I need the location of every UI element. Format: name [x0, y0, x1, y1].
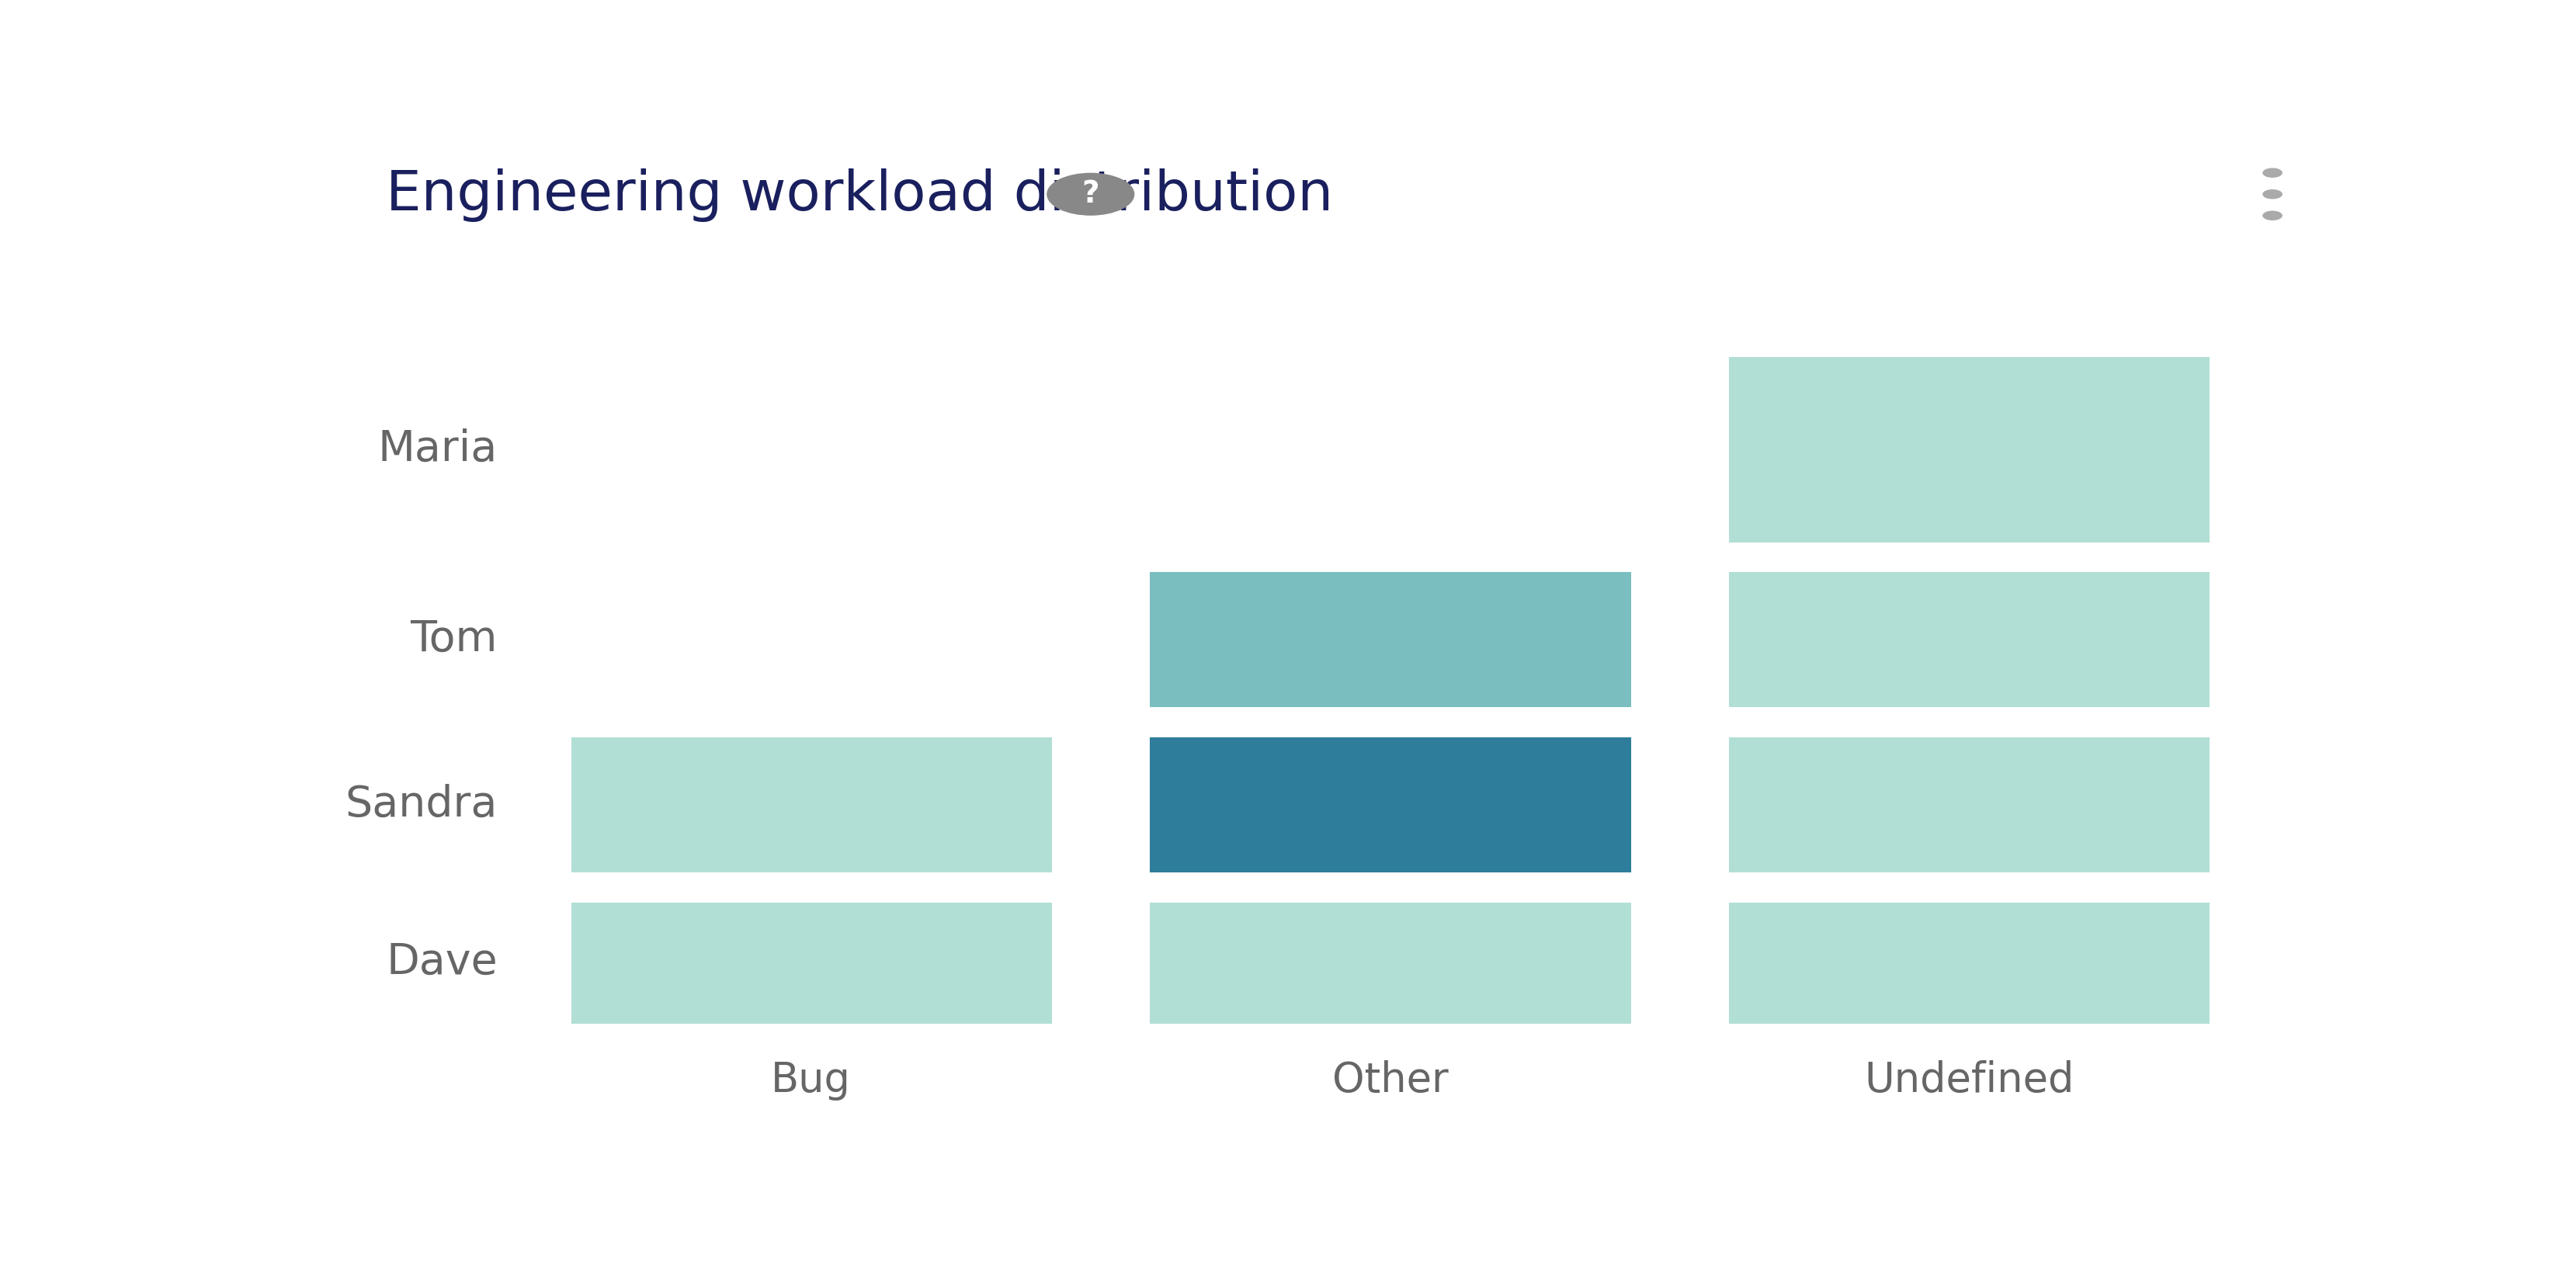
Text: Bug: Bug	[770, 1060, 850, 1100]
FancyBboxPatch shape	[567, 734, 1054, 875]
Text: Other: Other	[1332, 1060, 1448, 1100]
FancyBboxPatch shape	[567, 900, 1054, 1026]
Circle shape	[2262, 168, 2282, 178]
Text: Undefined: Undefined	[1865, 1060, 2074, 1100]
Text: Maria: Maria	[379, 428, 497, 471]
Circle shape	[2262, 189, 2282, 199]
FancyBboxPatch shape	[1146, 900, 1633, 1026]
FancyBboxPatch shape	[1146, 569, 1633, 709]
FancyBboxPatch shape	[1726, 900, 2213, 1026]
Circle shape	[1046, 173, 1133, 216]
Text: Tom: Tom	[410, 618, 497, 660]
FancyBboxPatch shape	[1726, 734, 2213, 875]
Text: Sandra: Sandra	[345, 784, 497, 825]
Text: Dave: Dave	[386, 941, 497, 983]
FancyBboxPatch shape	[1726, 355, 2213, 544]
Circle shape	[2262, 211, 2282, 221]
Text: ?: ?	[1082, 179, 1100, 209]
FancyBboxPatch shape	[1146, 734, 1633, 875]
FancyBboxPatch shape	[1726, 569, 2213, 709]
Text: Engineering workload distribution: Engineering workload distribution	[386, 168, 1334, 222]
